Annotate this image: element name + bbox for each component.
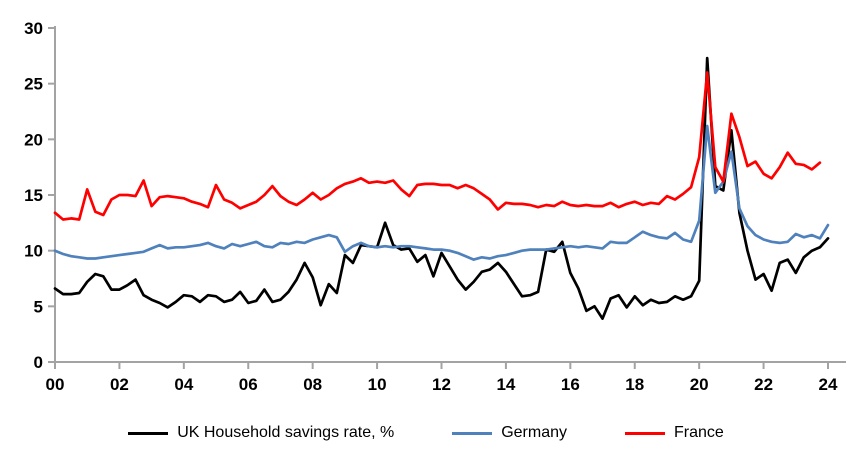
x-tick-label: 16 (561, 375, 580, 394)
y-tick-label: 5 (34, 297, 43, 316)
x-tick-label: 14 (496, 375, 515, 394)
x-tick-label: 04 (174, 375, 193, 394)
legend-item-france: France (625, 424, 724, 442)
legend-label-uk: UK Household savings rate, % (177, 424, 395, 441)
germany-line-swatch (452, 431, 493, 435)
y-tick-label: 15 (24, 186, 43, 205)
chart-legend: UK Household savings rate, % Germany Fra… (0, 424, 852, 442)
x-tick-label: 06 (239, 375, 258, 394)
y-tick-label: 20 (24, 130, 43, 149)
x-tick-label: 24 (819, 375, 838, 394)
france-line-swatch (625, 431, 665, 435)
x-tick-label: 18 (625, 375, 644, 394)
x-tick-label: 22 (754, 375, 773, 394)
x-tick-label: 10 (368, 375, 387, 394)
legend-label-germany: Germany (501, 424, 567, 441)
legend-item-germany: Germany (452, 424, 567, 442)
germany-series-line (53, 124, 830, 261)
y-tick-label: 25 (24, 75, 43, 94)
y-tick-label: 0 (34, 353, 43, 372)
x-tick-label: 12 (432, 375, 451, 394)
y-tick-label: 30 (24, 19, 43, 38)
x-tick-label: 02 (110, 375, 129, 394)
uk-line-swatch (128, 431, 169, 435)
legend-label-france: France (674, 424, 724, 441)
uk-series-line (53, 56, 830, 320)
x-tick-label: 08 (303, 375, 322, 394)
plot-area: 0 5 10 15 20 25 30 00 02 04 06 08 10 12 14 16 18 20 22 24 (24, 19, 846, 394)
legend-item-uk: UK Household savings rate, % (128, 424, 394, 442)
y-tick-label: 10 (24, 242, 43, 261)
x-tick-label: 00 (46, 375, 65, 394)
x-tick-label: 20 (690, 375, 709, 394)
france-series-line (53, 71, 822, 221)
